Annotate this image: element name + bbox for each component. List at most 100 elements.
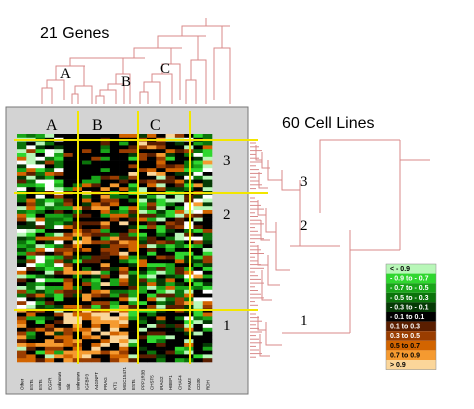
heatmap-cell <box>100 206 111 211</box>
heatmap-cell <box>63 244 74 249</box>
heatmap-cell <box>156 293 166 298</box>
gene-name-label: Slit <box>66 383 71 390</box>
heatmap-cell <box>156 327 166 332</box>
heatmap-cell <box>147 274 157 279</box>
heatmap-cell <box>44 320 55 325</box>
cell-dendrogram-branch <box>257 200 266 216</box>
heatmap-cell <box>91 267 101 272</box>
heatmap-cell <box>174 282 185 287</box>
heatmap-cell <box>63 194 74 199</box>
heatmap-cell <box>17 312 27 317</box>
heatmap-cell <box>202 267 213 272</box>
heatmap-cell <box>82 354 92 359</box>
heatmap-cell <box>128 236 139 241</box>
cell-cluster-label-1-panel: 1 <box>223 318 231 334</box>
heatmap-cell <box>109 270 120 275</box>
heatmap-cell <box>44 217 55 222</box>
heatmap-cell <box>119 278 129 283</box>
heatmap-cell <box>63 225 74 230</box>
heatmap-cell <box>119 187 129 192</box>
heatmap-cell <box>156 229 166 234</box>
heatmap-cell <box>184 327 194 332</box>
heatmap-cell <box>26 305 36 310</box>
heatmap-cell <box>44 156 55 161</box>
heatmap-cell <box>174 267 185 272</box>
heatmap-cell <box>82 172 92 177</box>
heatmap-cell <box>63 210 74 215</box>
heatmap-cell <box>17 248 27 253</box>
heatmap-cell <box>82 206 92 211</box>
heatmap-cell <box>54 331 64 336</box>
heatmap-cell <box>54 305 64 310</box>
heatmap-cell <box>165 312 176 317</box>
heatmap-cell <box>82 255 92 260</box>
heatmap-cell <box>184 213 194 218</box>
heatmap-cell <box>174 343 185 348</box>
gene-cluster-label-c-top: C <box>160 61 170 77</box>
heatmap-cell <box>82 331 92 336</box>
heatmap-cell <box>100 255 111 260</box>
heatmap-cell <box>54 153 64 158</box>
heatmap-cell <box>202 320 213 325</box>
heatmap-cell <box>17 156 27 161</box>
gene-cluster-label-a-panel: A <box>46 117 58 134</box>
heatmap-cell <box>54 244 64 249</box>
heatmap-cell <box>100 343 111 348</box>
heatmap-cell <box>82 210 92 215</box>
heatmap-cell <box>156 225 166 230</box>
heatmap-cell <box>17 255 27 260</box>
heatmap-cell <box>174 225 185 230</box>
cell-dendrogram-branch <box>267 160 282 181</box>
heatmap-cell <box>26 183 36 188</box>
heatmap-cell <box>174 251 185 256</box>
heatmap-cell <box>147 331 157 336</box>
heatmap-cell <box>82 343 92 348</box>
heatmap-cell <box>119 183 129 188</box>
heatmap-cell <box>184 179 194 184</box>
heatmap-cell <box>137 346 148 351</box>
heatmap-cell <box>100 289 111 294</box>
heatmap-cell <box>137 187 148 192</box>
heatmap-cell <box>82 297 92 302</box>
heatmap-cell <box>193 168 204 173</box>
legend-label: < - 0.9 <box>390 266 410 273</box>
heatmap-cell <box>100 240 111 245</box>
cell-dendrogram-branch <box>261 152 270 169</box>
heatmap-cell <box>165 274 176 279</box>
heatmap-cell <box>119 335 129 340</box>
heatmap-cell <box>137 301 148 306</box>
heatmap-cell <box>174 358 185 363</box>
heatmap-cell <box>17 217 27 222</box>
heatmap-cell <box>165 236 176 241</box>
gene-name-label: KT1 <box>113 381 118 390</box>
heatmap-cell <box>26 156 36 161</box>
heatmap-cell <box>165 278 176 283</box>
heatmap-cell <box>35 316 46 321</box>
heatmap-cell <box>91 316 101 321</box>
heatmap-cell <box>91 350 101 355</box>
heatmap-cell <box>137 198 148 203</box>
heatmap-cell <box>35 335 46 340</box>
heatmap-cell <box>91 301 101 306</box>
heatmap-cell <box>128 183 139 188</box>
heatmap-cell <box>156 282 166 287</box>
heatmap-cell <box>128 270 139 275</box>
heatmap-cell <box>17 236 27 241</box>
heatmap-cell <box>184 267 194 272</box>
heatmap-cell <box>35 343 46 348</box>
heatmap-cell <box>147 194 157 199</box>
heatmap-cell <box>26 225 36 230</box>
heatmap-cell <box>184 156 194 161</box>
heatmap-cell <box>54 255 64 260</box>
heatmap-cell <box>44 343 55 348</box>
heatmap-cell <box>17 240 27 245</box>
heatmap-cell <box>82 316 92 321</box>
heatmap-cell <box>137 134 148 139</box>
heatmap-cell <box>17 267 27 272</box>
heatmap-cell <box>193 145 204 150</box>
gene-dendrogram-branch <box>151 73 173 104</box>
heatmap-cell <box>100 331 111 336</box>
heatmap-cell <box>165 232 176 237</box>
heatmap-cell <box>128 160 139 165</box>
heatmap-cell <box>193 248 204 253</box>
